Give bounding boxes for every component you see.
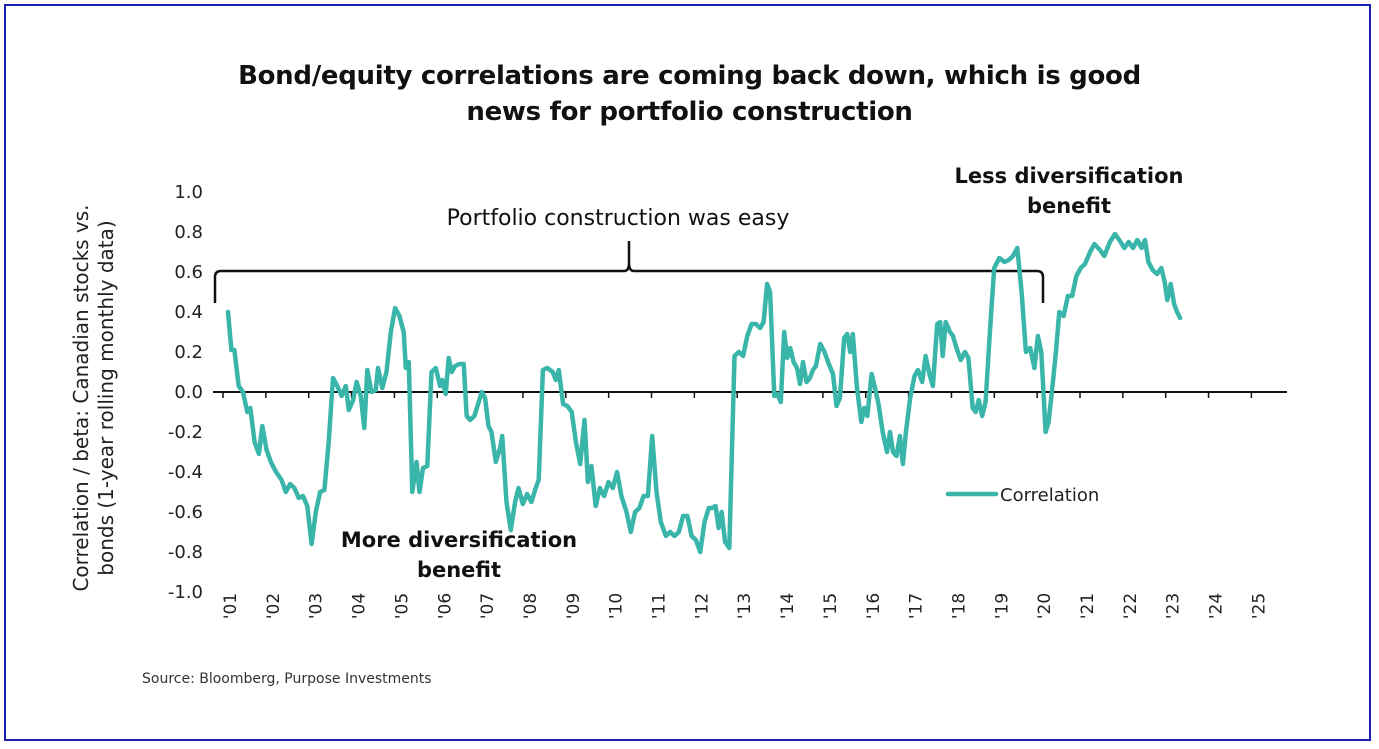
x-tick-label: '21 (1078, 593, 1098, 619)
annotation-more-diversification: More diversification (341, 528, 577, 552)
chart-frame (4, 4, 1371, 741)
y-tick-label: -0.6 (168, 502, 203, 523)
chart-title-line-2: news for portfolio construction (466, 97, 913, 127)
x-tick-label: '19 (992, 593, 1012, 619)
series-line-correlation (225, 231, 1183, 555)
x-tick-label: '08 (521, 593, 541, 619)
x-axis: '01 '02 '03 '04 '05 '06 '07 '08 '09 '10 '11 '12 '13 '… (213, 391, 1287, 619)
x-tick-label: '24 (1207, 593, 1227, 619)
y-axis-ticks: 1.0 0.8 0.6 0.4 0.2 0.0 -0.2 -0.4 -0.6 -0.8 -1.0 (168, 182, 203, 603)
x-tick-label: '23 (1164, 593, 1184, 619)
x-tick-label: '20 (1035, 593, 1055, 619)
annotation-bracket (213, 241, 1045, 303)
y-tick-label: -0.2 (168, 422, 203, 443)
y-tick-label: 0.0 (174, 382, 203, 403)
annotation-more-diversification-line-2: benefit (417, 558, 501, 582)
x-tick-label: '16 (864, 593, 884, 619)
y-tick-label: 0.2 (174, 342, 203, 363)
x-tick-label: '14 (778, 593, 798, 619)
chart-title-line-1: Bond/equity correlations are coming back… (238, 61, 1141, 91)
x-tick-label: '04 (350, 593, 370, 619)
x-tick-label: '01 (221, 593, 241, 619)
chart-title: Bond/equity correlations are coming back… (0, 58, 1379, 130)
x-tick-label: '02 (264, 593, 284, 619)
annotation-less-diversification: Less diversification (955, 164, 1184, 188)
x-tick-label: '09 (564, 593, 584, 619)
x-tick-label: '05 (392, 593, 412, 619)
y-tick-label: -0.8 (168, 542, 203, 563)
y-tick-label: -0.4 (168, 462, 203, 483)
annotation-less-diversification-line-2: benefit (1027, 194, 1111, 218)
legend-label-correlation: Correlation (1000, 485, 1099, 506)
x-tick-label: '15 (821, 593, 841, 619)
y-tick-label: 0.6 (174, 262, 203, 283)
bracket-path (213, 241, 1045, 303)
x-tick-label: '25 (1249, 593, 1269, 619)
x-tick-label: '17 (907, 593, 927, 619)
y-tick-label: 0.4 (174, 302, 203, 323)
y-tick-label: -1.0 (168, 582, 203, 603)
x-tick-label: '07 (478, 593, 498, 619)
x-tick-label: '22 (1121, 593, 1141, 619)
x-tick-label: '13 (735, 593, 755, 619)
y-tick-label: 0.8 (174, 222, 203, 243)
legend: Correlation (945, 485, 1099, 506)
x-tick-label: '11 (650, 593, 670, 619)
source-note: Source: Bloomberg, Purpose Investments (142, 671, 432, 687)
x-tick-label: '12 (692, 593, 712, 619)
x-tick-label: '18 (949, 593, 969, 619)
annotations-layer: Portfolio construction was easy More dive… (341, 164, 1184, 582)
x-tick-label: '10 (607, 593, 627, 619)
y-tick-label: 1.0 (174, 182, 203, 203)
annotation-easy: Portfolio construction was easy (447, 206, 790, 231)
x-tick-label: '06 (435, 593, 455, 619)
x-tick-label: '03 (307, 593, 327, 619)
series-layer (225, 231, 1183, 555)
